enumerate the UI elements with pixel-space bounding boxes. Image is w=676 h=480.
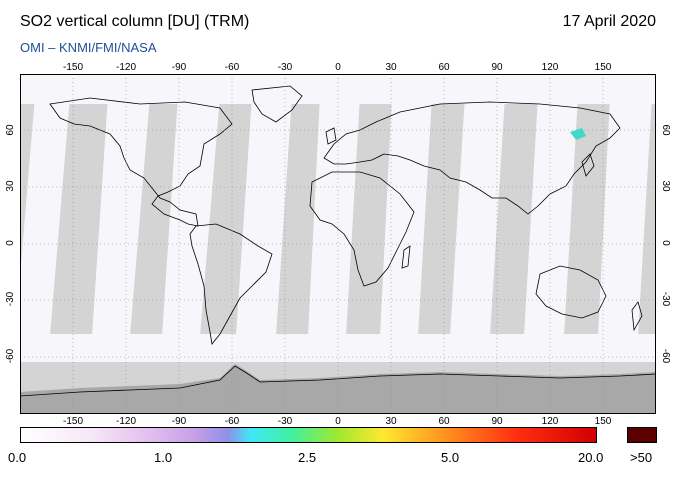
data-credit: OMI – KNMI/FMI/NASA bbox=[20, 40, 157, 55]
coast-madagascar bbox=[401, 245, 411, 269]
lon-tick-bottom: 60 bbox=[438, 416, 450, 427]
orbit-swath bbox=[92, 96, 150, 336]
lon-tick-bottom: -30 bbox=[277, 416, 293, 427]
lon-tick-top: -120 bbox=[115, 62, 136, 73]
orbit-swath bbox=[380, 96, 432, 336]
coast-japan bbox=[581, 153, 595, 177]
lat-tick-left: 0 bbox=[5, 240, 16, 246]
map-frame bbox=[20, 74, 656, 414]
lat-tick-right: 0 bbox=[660, 240, 671, 246]
lat-tick-left: 30 bbox=[5, 180, 16, 192]
lon-tick-bottom: 90 bbox=[491, 416, 503, 427]
coast-eurasia bbox=[323, 101, 621, 215]
so2-world-map bbox=[20, 74, 656, 414]
lon-tick-bottom: -90 bbox=[171, 416, 187, 427]
colorbar-label: 5.0 bbox=[441, 450, 460, 465]
orbit-swath bbox=[162, 96, 220, 336]
lat-tick-left: 60 bbox=[5, 124, 16, 136]
coastlines bbox=[20, 85, 656, 397]
colorbar-label: 2.5 bbox=[298, 450, 317, 465]
lon-tick-top: 30 bbox=[385, 62, 397, 73]
lon-tick-top: -30 bbox=[277, 62, 293, 73]
orbit-swath bbox=[308, 96, 360, 336]
colorbar-label: >50 bbox=[630, 450, 653, 465]
coast-new-zealand bbox=[631, 301, 643, 332]
orbit-swath bbox=[524, 96, 578, 336]
lat-tick-right: 60 bbox=[660, 124, 671, 136]
coast-australia bbox=[535, 265, 607, 319]
orbit-swath bbox=[450, 96, 505, 336]
lon-tick-top: 120 bbox=[541, 62, 559, 73]
lon-tick-top: 90 bbox=[491, 62, 503, 73]
colorbar-label: 20.0 bbox=[578, 450, 604, 465]
lon-tick-top: 0 bbox=[335, 62, 341, 73]
lon-tick-bottom: 150 bbox=[594, 416, 612, 427]
lon-tick-top: -60 bbox=[224, 62, 240, 73]
coast-uk bbox=[325, 127, 337, 145]
lat-tick-right: 30 bbox=[660, 180, 671, 192]
graticule bbox=[20, 74, 656, 414]
coast-north-america bbox=[49, 97, 233, 227]
lat-tick-right: -60 bbox=[660, 348, 671, 364]
coast-antarctica bbox=[20, 365, 656, 397]
orbit-swath bbox=[236, 96, 292, 336]
coast-africa bbox=[309, 171, 415, 287]
map-title: SO2 vertical column [DU] (TRM) bbox=[20, 13, 250, 30]
lat-tick-left: -30 bbox=[5, 291, 16, 307]
coast-greenland bbox=[251, 85, 303, 123]
lon-tick-bottom: -120 bbox=[115, 416, 136, 427]
lon-tick-bottom: 0 bbox=[335, 416, 341, 427]
coast-south-america bbox=[189, 223, 273, 345]
lon-tick-bottom: -60 bbox=[224, 416, 240, 427]
lon-tick-top: 150 bbox=[594, 62, 612, 73]
orbit-swath bbox=[20, 96, 70, 336]
colorbar-label: 1.0 bbox=[154, 450, 173, 465]
so2-signal bbox=[570, 128, 586, 140]
lon-tick-top: 60 bbox=[438, 62, 450, 73]
lon-tick-bottom: 30 bbox=[385, 416, 397, 427]
overflow-color-box bbox=[627, 427, 657, 443]
so2-colorbar bbox=[20, 427, 597, 443]
lat-tick-right: -30 bbox=[660, 291, 671, 307]
lon-tick-bottom: 120 bbox=[541, 416, 559, 427]
map-date: 17 April 2020 bbox=[562, 13, 656, 30]
colorbar-label: 0.0 bbox=[8, 450, 27, 465]
lon-tick-bottom: -150 bbox=[62, 416, 83, 427]
orbit-swath bbox=[598, 96, 652, 336]
orbit-swaths bbox=[20, 74, 656, 362]
antarctica-mask bbox=[20, 364, 656, 414]
lon-tick-top: -90 bbox=[171, 62, 187, 73]
lat-tick-left: -60 bbox=[5, 348, 16, 364]
lon-tick-top: -150 bbox=[62, 62, 83, 73]
